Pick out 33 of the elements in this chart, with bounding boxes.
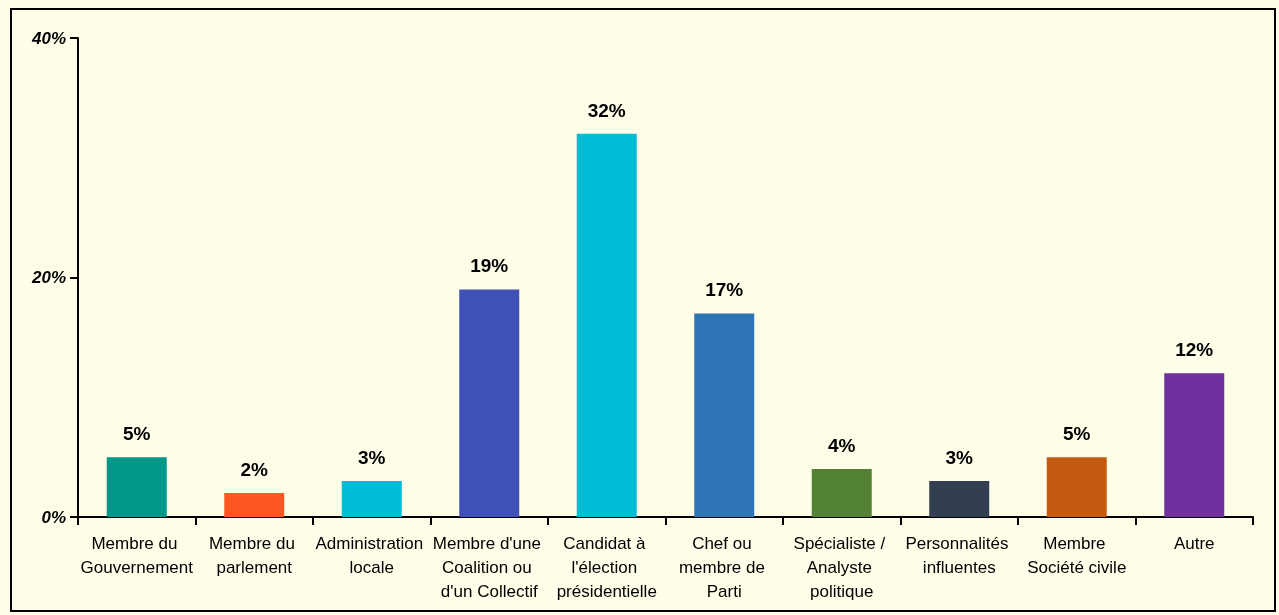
x-tick-label: Spécialiste / Analyste politique bbox=[793, 533, 890, 601]
bar bbox=[341, 481, 402, 517]
x-tick-label: Membre d'une Coalition ou d'un Collectif bbox=[432, 533, 546, 601]
x-tick-label: Candidat à l'élection présidentielle bbox=[556, 533, 657, 601]
x-tick-label: Membre Société civile bbox=[1027, 533, 1127, 577]
data-label: 12% bbox=[1175, 339, 1214, 361]
data-label: 3% bbox=[945, 447, 974, 469]
bar bbox=[694, 313, 755, 517]
x-tick-label: Personnalités influentes bbox=[905, 533, 1014, 577]
bar bbox=[811, 469, 872, 517]
bar bbox=[929, 481, 990, 517]
x-tick-label: Chef ou membre de Parti bbox=[678, 533, 770, 601]
data-label: 5% bbox=[1063, 423, 1091, 445]
bar bbox=[459, 289, 520, 517]
x-tick-label: Membre du Gouvernement bbox=[80, 533, 194, 577]
bar bbox=[106, 457, 167, 517]
data-label: 32% bbox=[587, 99, 626, 121]
bar bbox=[224, 493, 285, 517]
data-label: 4% bbox=[828, 435, 856, 457]
data-label: 3% bbox=[358, 447, 386, 469]
x-tick-label: Administration locale bbox=[315, 533, 428, 577]
data-label: 2% bbox=[240, 459, 269, 481]
y-tick-label: 20% bbox=[30, 268, 66, 287]
x-tick-label: Autre bbox=[1173, 533, 1215, 553]
data-label: 5% bbox=[123, 423, 151, 445]
bar bbox=[576, 133, 637, 517]
bar bbox=[1164, 373, 1225, 517]
data-label: 17% bbox=[705, 279, 744, 301]
y-tick-label: 0% bbox=[41, 507, 66, 527]
x-tick-label: Membre du parlement bbox=[208, 533, 300, 577]
bar bbox=[1046, 457, 1107, 517]
data-label: 19% bbox=[470, 255, 509, 277]
y-tick-label: 40% bbox=[30, 28, 66, 48]
